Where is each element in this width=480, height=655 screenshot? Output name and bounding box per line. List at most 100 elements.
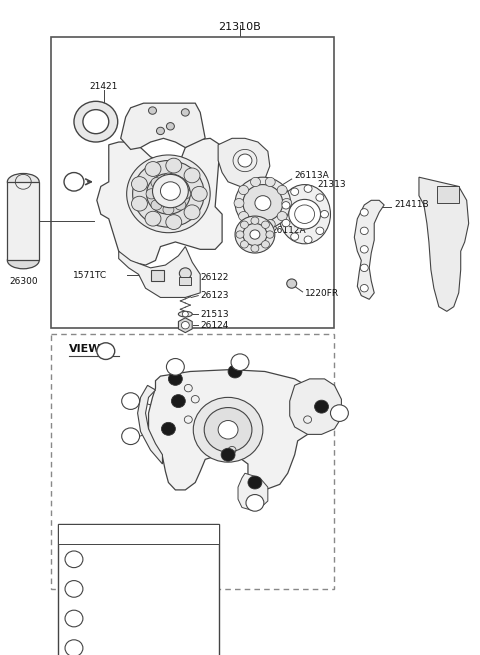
Text: 26122: 26122 [200, 272, 228, 282]
Circle shape [287, 279, 297, 288]
Circle shape [360, 264, 368, 272]
Circle shape [74, 102, 118, 142]
Circle shape [282, 219, 290, 227]
Circle shape [167, 358, 184, 375]
Text: a: a [238, 358, 242, 367]
Bar [58, 524, 219, 655]
Bar [437, 187, 459, 203]
Circle shape [65, 580, 83, 597]
Circle shape [161, 422, 175, 436]
Circle shape [251, 219, 261, 229]
Circle shape [160, 182, 180, 200]
Circle shape [145, 212, 161, 226]
Circle shape [163, 173, 174, 183]
Circle shape [243, 185, 283, 221]
Polygon shape [138, 385, 162, 464]
Circle shape [193, 398, 263, 462]
Circle shape [238, 154, 252, 167]
Ellipse shape [179, 311, 192, 317]
Polygon shape [354, 200, 384, 299]
Circle shape [175, 200, 186, 210]
Text: A: A [71, 178, 77, 186]
Text: 26300: 26300 [9, 277, 37, 286]
Circle shape [148, 107, 156, 114]
Text: VIEW: VIEW [69, 345, 101, 354]
Circle shape [316, 227, 324, 234]
Circle shape [282, 202, 290, 209]
Circle shape [251, 217, 259, 225]
Circle shape [248, 476, 262, 489]
Text: 1: 1 [197, 614, 204, 624]
Text: 1140FP: 1140FP [119, 619, 152, 628]
Text: 26123: 26123 [200, 291, 229, 300]
Circle shape [181, 322, 189, 329]
Circle shape [184, 205, 200, 219]
Circle shape [246, 495, 264, 511]
Circle shape [360, 227, 368, 234]
Circle shape [231, 354, 249, 371]
Text: c: c [72, 614, 76, 623]
Bar [151, 270, 165, 281]
Circle shape [240, 240, 248, 248]
Circle shape [204, 407, 252, 452]
Polygon shape [120, 103, 205, 149]
Circle shape [235, 178, 291, 229]
Circle shape [163, 204, 174, 215]
Polygon shape [97, 138, 222, 265]
Circle shape [132, 160, 204, 227]
Polygon shape [290, 379, 341, 434]
Circle shape [65, 610, 83, 627]
Circle shape [97, 343, 115, 360]
Circle shape [316, 194, 324, 201]
Circle shape [239, 212, 249, 221]
Text: 26113A: 26113A [295, 171, 329, 180]
Circle shape [83, 109, 109, 134]
Text: 1140FN: 1140FN [118, 609, 153, 618]
Text: a: a [128, 432, 133, 441]
Text: 21411B: 21411B [394, 200, 429, 210]
Circle shape [122, 428, 140, 445]
Circle shape [180, 268, 192, 279]
Circle shape [251, 178, 261, 187]
Circle shape [181, 109, 189, 116]
Circle shape [132, 177, 147, 191]
Polygon shape [419, 178, 468, 311]
Circle shape [251, 245, 259, 252]
Polygon shape [238, 474, 268, 510]
Text: 1140FH: 1140FH [118, 550, 153, 559]
Text: b: b [71, 584, 77, 593]
Circle shape [171, 394, 185, 407]
Circle shape [146, 174, 190, 214]
Text: NO.: NO. [64, 529, 84, 539]
Circle shape [235, 216, 275, 253]
Circle shape [161, 187, 175, 200]
Text: Q'ty: Q'ty [189, 529, 211, 539]
Text: 3: 3 [197, 554, 204, 565]
Text: 26124: 26124 [200, 321, 228, 329]
Circle shape [166, 215, 182, 229]
Circle shape [282, 198, 292, 208]
Circle shape [122, 393, 140, 409]
Circle shape [360, 284, 368, 292]
Circle shape [291, 188, 299, 195]
Ellipse shape [279, 185, 330, 244]
Circle shape [168, 373, 182, 385]
Circle shape [228, 365, 242, 378]
Circle shape [64, 172, 84, 191]
Circle shape [180, 189, 191, 199]
Circle shape [65, 640, 83, 655]
Circle shape [330, 405, 348, 421]
Circle shape [132, 196, 147, 211]
Text: 21310B: 21310B [218, 22, 262, 31]
Text: c: c [337, 409, 342, 418]
Circle shape [360, 209, 368, 216]
Circle shape [151, 178, 162, 188]
Circle shape [288, 199, 321, 229]
Circle shape [360, 246, 368, 253]
Circle shape [262, 221, 269, 229]
Circle shape [156, 127, 165, 135]
Circle shape [243, 223, 267, 246]
Circle shape [255, 196, 271, 210]
Circle shape [291, 233, 299, 240]
Circle shape [146, 189, 157, 199]
